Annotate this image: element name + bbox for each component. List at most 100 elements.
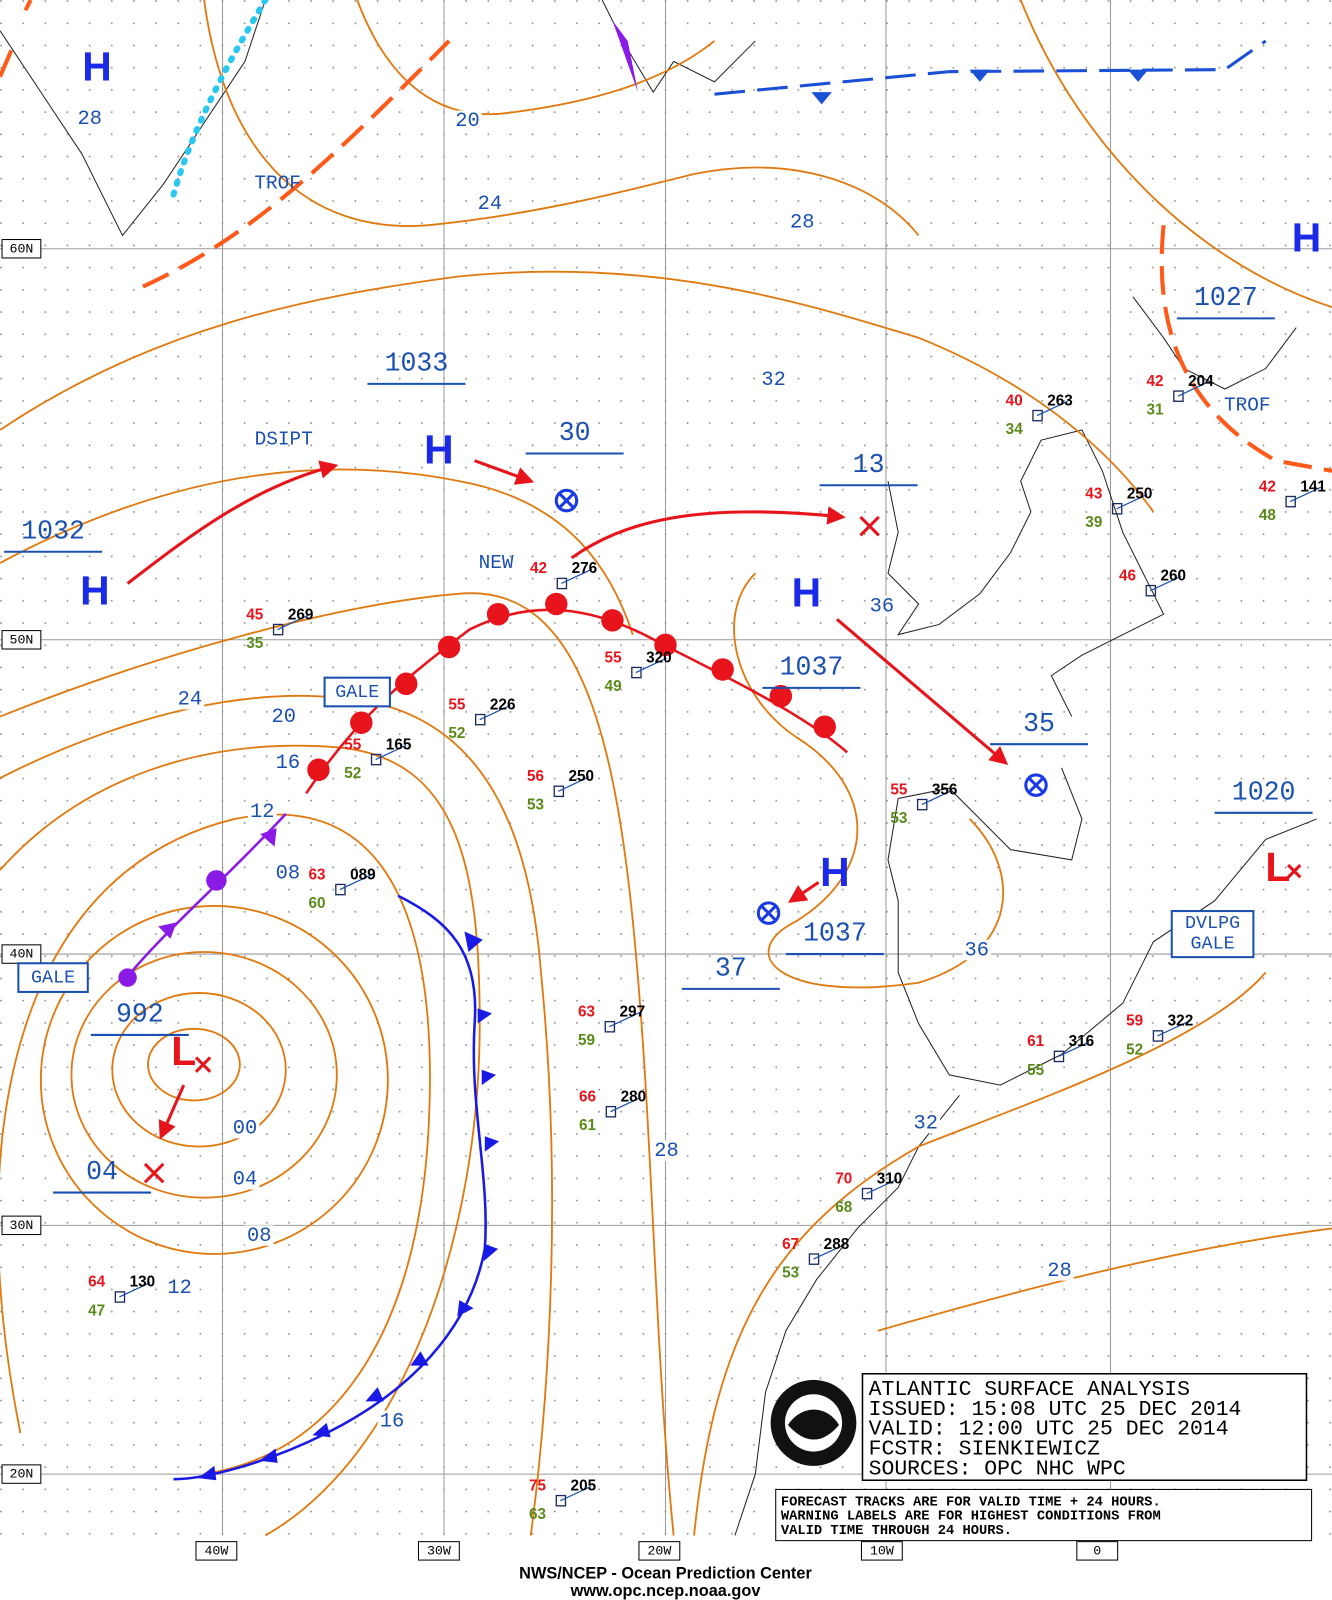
isobar-label: 32	[761, 369, 785, 392]
central-pressure: 13	[853, 450, 885, 480]
isobar-label-bg	[652, 1140, 681, 1161]
title-box	[861, 1373, 1308, 1481]
isobar-label-bg	[475, 193, 505, 214]
title-line: ISSUED: 15:08 UTC 25 DEC 2014	[869, 1398, 1242, 1422]
station-temp: 55	[605, 649, 622, 666]
isobar-label-bg	[273, 862, 303, 884]
station-temp: 43	[1085, 485, 1102, 502]
station-marker	[335, 883, 346, 896]
station-dewpoint: 59	[578, 1032, 595, 1049]
isobar-label: 28	[790, 212, 814, 235]
lon-label-box	[1076, 1541, 1119, 1561]
isobar-label-bg	[787, 211, 817, 233]
lat-label: 20N	[10, 1467, 34, 1482]
title-line: VALID: 12:00 UTC 25 DEC 2014	[869, 1418, 1229, 1442]
warning-label: DVLPG	[1185, 913, 1240, 934]
warning-label: GALE	[335, 682, 379, 703]
lat-label-box	[1, 1464, 42, 1484]
station-pressure: 260	[1161, 567, 1187, 584]
station-dewpoint: 34	[1006, 421, 1023, 438]
central-pressure: 30	[559, 418, 591, 448]
station-marker	[631, 666, 642, 679]
isobar-label: 28	[1047, 1260, 1071, 1283]
isobar-label-bg	[453, 110, 482, 132]
warning-box	[17, 962, 89, 993]
wind-barb	[558, 776, 590, 792]
isobar-label: 24	[478, 193, 502, 216]
position-markers	[143, 488, 1302, 1184]
station-temp: 67	[782, 1236, 799, 1253]
isobar-label-bg	[230, 1169, 260, 1190]
station-dewpoint: 63	[529, 1506, 546, 1523]
lat-label: 40N	[10, 947, 34, 962]
wind-barb	[813, 1244, 845, 1260]
pressure-center: H	[792, 570, 821, 616]
station-marker	[474, 713, 486, 726]
station-dewpoint: 49	[605, 678, 622, 695]
isobar-label-bg	[962, 939, 992, 961]
station-dewpoint: 35	[246, 635, 263, 652]
station-temp: 70	[835, 1170, 852, 1187]
pressure-center: H	[82, 43, 111, 89]
pressure-center: H	[1292, 214, 1321, 260]
forecast-tracks	[126, 459, 1009, 1140]
lat-label: 50N	[10, 632, 34, 647]
station-temp: 45	[246, 606, 263, 623]
wind-barb	[1157, 1021, 1189, 1037]
station-temp: 42	[530, 560, 547, 577]
note-line: VALID TIME THROUGH 24 HOURS.	[781, 1524, 1012, 1539]
title-line: FCSTR: SIENKIEWICZ	[869, 1438, 1101, 1462]
wind-barb	[375, 744, 407, 761]
isobar-label: 32	[914, 1112, 938, 1135]
station-temp: 55	[448, 696, 465, 713]
station-pressure: 288	[824, 1236, 850, 1253]
pressure-center: H	[80, 567, 109, 613]
isobar-label-bg	[269, 706, 299, 727]
station-pressure: 276	[572, 560, 598, 577]
annotation: TROF	[254, 172, 301, 194]
station-temp: 66	[579, 1088, 596, 1105]
isobars	[0, 0, 1332, 1537]
isobar-label-bg	[175, 688, 205, 710]
station-dewpoint: 55	[1027, 1062, 1044, 1079]
isobar-label: 28	[654, 1140, 678, 1163]
lat-label-box	[1, 239, 42, 259]
station-pressure: 322	[1168, 1013, 1194, 1030]
isobar-label: 24	[178, 689, 202, 712]
station-pressure: 250	[569, 768, 595, 785]
annotation: DSIPT	[255, 428, 313, 450]
station-marker	[1032, 409, 1043, 422]
wind-barb	[866, 1178, 898, 1195]
central-pressure: 37	[715, 953, 747, 983]
isobar-label-bg	[377, 1410, 407, 1432]
station-dewpoint: 60	[309, 895, 326, 912]
station-pressure: 204	[1188, 373, 1214, 390]
lat-label: 30N	[10, 1218, 34, 1233]
notes-box	[775, 1488, 1313, 1542]
isobar-label: 36	[965, 939, 989, 962]
wind-barb	[1116, 493, 1148, 510]
station-marker	[1173, 390, 1184, 402]
footer-line: NWS/NCEP - Ocean Prediction Center	[519, 1565, 812, 1583]
isobar-label-bg	[759, 369, 788, 391]
station-marker	[1145, 584, 1157, 597]
station-pressure: 316	[1069, 1033, 1095, 1050]
central-pressure: 1037	[780, 652, 844, 682]
station-dewpoint: 52	[1126, 1041, 1143, 1058]
station-pressure: 165	[386, 736, 412, 753]
station-temp: 61	[1027, 1033, 1044, 1050]
station-dewpoint: 48	[1259, 507, 1276, 524]
station-marker	[1053, 1050, 1065, 1063]
station-pressure: 310	[877, 1170, 903, 1187]
wind-barb	[560, 1485, 592, 1502]
station-pressure: 226	[490, 696, 516, 713]
wind-barb	[277, 614, 309, 631]
station-marker	[808, 1253, 820, 1265]
station-dewpoint: 53	[890, 810, 907, 827]
wind-barb	[119, 1282, 151, 1298]
station-pressure: 250	[1127, 485, 1153, 502]
wind-barb	[339, 874, 371, 891]
isobar-label: 20	[455, 110, 479, 133]
station-marker	[370, 753, 382, 766]
